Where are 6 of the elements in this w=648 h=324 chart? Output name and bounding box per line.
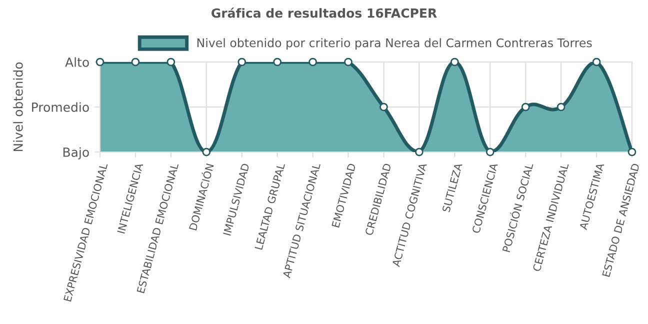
category-label: Bajo <box>63 147 89 160</box>
category-label: Promedio <box>32 102 89 112</box>
chart-title: Gráfica de resultados 16FACPER <box>212 8 437 18</box>
category-label: Alto <box>65 57 89 67</box>
y-axis-title: Nivel obtenido <box>13 62 23 152</box>
legend-label: Nivel obtenido por criterio para Nerea del Carmen Contreras Torres <box>197 38 592 50</box>
